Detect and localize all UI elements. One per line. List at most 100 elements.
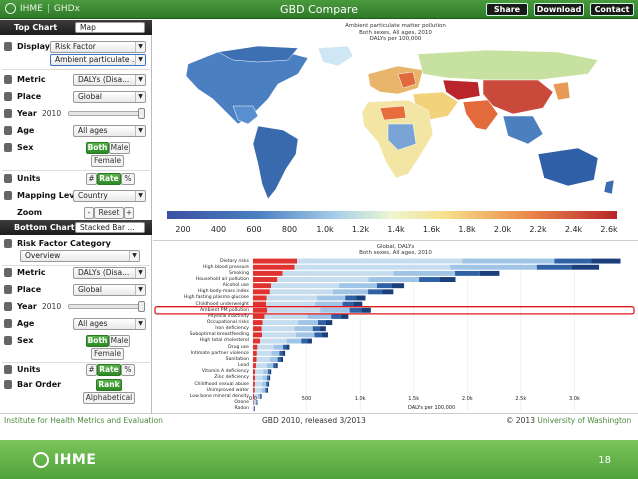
- order-alphabetical-toggle[interactable]: Alphabetical: [83, 392, 135, 404]
- bar-segment[interactable]: [262, 375, 268, 381]
- bar-segment[interactable]: [254, 406, 255, 412]
- bar-segment[interactable]: [298, 320, 319, 326]
- bar-segment[interactable]: [262, 332, 296, 338]
- bar-segment[interactable]: [322, 332, 328, 338]
- bottom-chart-type-select[interactable]: Stacked Bar ...: [75, 222, 145, 233]
- lock-icon[interactable]: [4, 268, 12, 277]
- bar-segment[interactable]: [253, 406, 255, 412]
- bar-segment[interactable]: [368, 289, 383, 295]
- zoom-reset-button[interactable]: Reset: [94, 207, 124, 219]
- east-asia-region[interactable]: [552, 81, 571, 101]
- bar-segment[interactable]: [254, 381, 263, 387]
- display-select[interactable]: Risk Factor ▼: [50, 41, 146, 53]
- bar-segment[interactable]: [253, 313, 265, 319]
- bar-segment[interactable]: [320, 326, 326, 332]
- bar-segment[interactable]: [571, 264, 600, 270]
- bar-segment[interactable]: [450, 264, 537, 270]
- bar-segment[interactable]: [455, 270, 480, 276]
- bar-segment[interactable]: [393, 270, 456, 276]
- bar-segment[interactable]: [253, 289, 270, 295]
- units-count-toggle[interactable]: #: [86, 173, 97, 185]
- bar-segment[interactable]: [253, 363, 256, 369]
- bar-segment[interactable]: [253, 270, 283, 276]
- bar-segment[interactable]: [275, 363, 278, 369]
- bar-segment[interactable]: [286, 338, 302, 344]
- lock-icon[interactable]: [4, 109, 12, 118]
- bar-segment[interactable]: [263, 369, 268, 375]
- world-map[interactable]: [158, 44, 636, 208]
- lock-icon[interactable]: [4, 143, 12, 152]
- north-africa-region[interactable]: [379, 105, 407, 121]
- lock-icon[interactable]: [4, 302, 12, 311]
- bar-segment[interactable]: [253, 375, 256, 381]
- sex-male-toggle[interactable]: Male: [109, 142, 130, 154]
- bar-segment[interactable]: [340, 313, 349, 319]
- slider-handle[interactable]: [138, 108, 145, 119]
- footer-institute[interactable]: Institute for Health Metrics and Evaluat…: [4, 416, 163, 425]
- bar-segment[interactable]: [262, 320, 299, 326]
- bar-segment[interactable]: [282, 344, 287, 350]
- bar-segment[interactable]: [280, 357, 283, 362]
- bar-segment[interactable]: [257, 393, 261, 399]
- canada-region[interactable]: [217, 45, 299, 63]
- contact-button[interactable]: Contact: [590, 3, 634, 16]
- bar-segment[interactable]: [254, 387, 262, 393]
- bar-segment[interactable]: [277, 277, 369, 282]
- bar-segment[interactable]: [253, 350, 257, 356]
- uw-link[interactable]: University of Washington: [537, 416, 632, 425]
- brand[interactable]: IHME | GHDx: [5, 3, 80, 14]
- bottom-units-rate-toggle[interactable]: Rate: [97, 364, 121, 376]
- bar-segment[interactable]: [253, 387, 255, 393]
- bar-segment[interactable]: [261, 387, 266, 393]
- bar-segment[interactable]: [314, 332, 323, 338]
- bar-segment[interactable]: [268, 375, 271, 381]
- bottom-place-select[interactable]: Global ▼: [73, 284, 146, 296]
- bar-segment[interactable]: [256, 350, 272, 356]
- bar-segment[interactable]: [266, 387, 268, 393]
- order-rank-toggle[interactable]: Rank: [96, 379, 122, 391]
- australia-region[interactable]: [537, 147, 599, 187]
- bar-segment[interactable]: [267, 363, 274, 369]
- bar-segment[interactable]: [315, 301, 343, 307]
- bar-segment[interactable]: [253, 258, 298, 264]
- bar-segment[interactable]: [331, 313, 341, 319]
- bar-segment[interactable]: [253, 295, 267, 301]
- bar-segment[interactable]: [253, 320, 263, 326]
- bar-segment[interactable]: [256, 400, 258, 405]
- bar-segment[interactable]: [266, 295, 318, 301]
- bar-segment[interactable]: [591, 258, 621, 264]
- bar-segment[interactable]: [273, 344, 283, 350]
- bottom-year-slider[interactable]: [68, 301, 145, 312]
- bar-segment[interactable]: [269, 289, 334, 295]
- bar-segment[interactable]: [255, 369, 264, 375]
- bar-segment[interactable]: [253, 400, 254, 405]
- top-chart-type-select[interactable]: Map: [75, 22, 145, 33]
- bar-segment[interactable]: [253, 301, 267, 307]
- bar-segment[interactable]: [271, 283, 340, 289]
- bar-segment[interactable]: [345, 295, 357, 301]
- bar-segment[interactable]: [349, 307, 362, 313]
- bar-segment[interactable]: [554, 258, 592, 264]
- central-asia-region[interactable]: [442, 79, 481, 101]
- bar-segment[interactable]: [301, 338, 308, 344]
- bar-segment[interactable]: [361, 307, 371, 313]
- sex-female-toggle[interactable]: Female: [91, 155, 124, 167]
- bar-segment[interactable]: [439, 277, 456, 282]
- bar-segment[interactable]: [253, 357, 257, 362]
- bar-segment[interactable]: [266, 301, 316, 307]
- bar-segment[interactable]: [317, 295, 346, 301]
- southeast-asia-region[interactable]: [502, 115, 544, 145]
- units-percent-toggle[interactable]: %: [121, 173, 135, 185]
- risk-category-select[interactable]: Overview ▼: [20, 250, 140, 262]
- bar-segment[interactable]: [294, 326, 313, 332]
- bar-segment[interactable]: [253, 307, 268, 313]
- bar-segment[interactable]: [536, 264, 572, 270]
- bar-segment[interactable]: [255, 400, 257, 405]
- metric-select[interactable]: DALYs (Disa... ▼: [73, 74, 146, 86]
- bar-segment[interactable]: [253, 338, 261, 344]
- bar-segment[interactable]: [253, 400, 256, 405]
- bottom-units-percent-toggle[interactable]: %: [121, 364, 135, 376]
- mexico-region[interactable]: [232, 105, 259, 125]
- russia-region[interactable]: [417, 49, 599, 81]
- bar-segment[interactable]: [260, 393, 261, 399]
